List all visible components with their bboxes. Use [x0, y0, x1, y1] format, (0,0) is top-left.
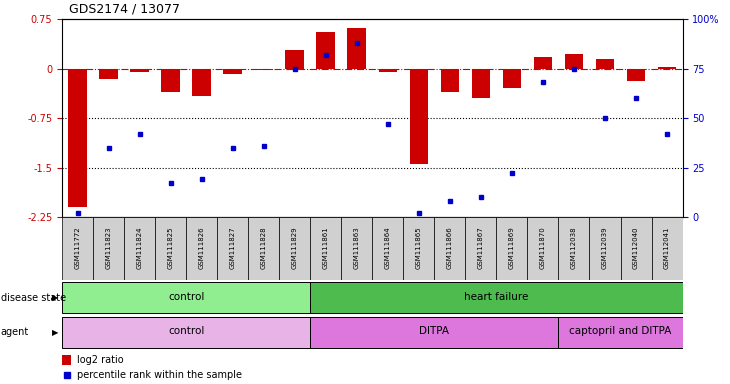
Text: GSM112041: GSM112041	[664, 227, 670, 269]
Bar	[93, 217, 124, 280]
Bar	[379, 69, 397, 72]
Bar	[317, 32, 335, 69]
Bar	[186, 217, 218, 280]
Text: GSM111863: GSM111863	[354, 227, 360, 269]
Text: GSM111829: GSM111829	[292, 227, 298, 269]
Bar	[372, 217, 404, 280]
Text: DITPA: DITPA	[419, 326, 450, 336]
Text: GSM111861: GSM111861	[323, 227, 329, 269]
Text: ▶: ▶	[52, 293, 58, 302]
Text: GSM111826: GSM111826	[199, 227, 204, 269]
Text: GSM111867: GSM111867	[478, 227, 484, 269]
Text: GSM111825: GSM111825	[168, 227, 174, 269]
Text: GSM112038: GSM112038	[571, 227, 577, 269]
Bar	[193, 69, 211, 96]
Bar	[248, 217, 279, 280]
Text: agent: agent	[1, 327, 29, 337]
Bar	[620, 217, 652, 280]
Bar	[534, 57, 553, 69]
Bar	[652, 217, 683, 280]
Bar	[496, 217, 528, 280]
Bar	[404, 217, 434, 280]
Bar	[310, 316, 558, 348]
Text: GSM111824: GSM111824	[137, 227, 142, 269]
Bar	[62, 282, 310, 313]
Bar	[434, 217, 466, 280]
Bar	[626, 69, 645, 81]
Text: GSM111827: GSM111827	[230, 227, 236, 269]
Bar	[342, 217, 372, 280]
Bar	[124, 217, 155, 280]
Text: log2 ratio: log2 ratio	[77, 355, 123, 365]
Bar	[410, 69, 428, 164]
Bar	[347, 28, 366, 69]
Bar	[558, 217, 590, 280]
Text: GSM111866: GSM111866	[447, 227, 453, 269]
Bar	[528, 217, 558, 280]
Bar	[131, 69, 149, 72]
Text: GSM111865: GSM111865	[416, 227, 422, 269]
Bar	[590, 217, 620, 280]
Text: GSM111864: GSM111864	[385, 227, 391, 269]
Bar	[62, 316, 310, 348]
Bar	[69, 69, 87, 207]
Text: GSM111823: GSM111823	[106, 227, 112, 269]
Bar	[472, 69, 491, 98]
Text: ▶: ▶	[52, 328, 58, 337]
Text: GSM111870: GSM111870	[540, 227, 546, 269]
Text: GSM111828: GSM111828	[261, 227, 266, 269]
Bar	[310, 282, 683, 313]
Bar	[155, 217, 186, 280]
Bar	[658, 67, 677, 69]
Bar	[310, 217, 342, 280]
Text: GSM112039: GSM112039	[602, 227, 608, 269]
Bar	[596, 59, 615, 69]
Text: GSM112040: GSM112040	[633, 227, 639, 269]
Text: heart failure: heart failure	[464, 292, 529, 302]
Bar	[466, 217, 496, 280]
Bar	[161, 69, 180, 92]
Text: disease state: disease state	[1, 293, 66, 303]
Text: control: control	[168, 292, 204, 302]
Bar	[565, 54, 583, 69]
Bar	[62, 355, 72, 365]
Text: captopril and DITPA: captopril and DITPA	[569, 326, 672, 336]
Bar	[62, 217, 93, 280]
Bar	[441, 69, 459, 92]
Bar	[255, 69, 273, 70]
Bar	[223, 69, 242, 74]
Text: control: control	[168, 326, 204, 336]
Bar	[218, 217, 248, 280]
Bar	[279, 217, 310, 280]
Bar	[99, 69, 118, 79]
Bar	[285, 50, 304, 69]
Bar	[558, 316, 683, 348]
Bar	[503, 69, 521, 88]
Text: percentile rank within the sample: percentile rank within the sample	[77, 370, 242, 381]
Text: GSM111869: GSM111869	[509, 227, 515, 269]
Text: GDS2174 / 13077: GDS2174 / 13077	[69, 2, 180, 15]
Text: GSM111772: GSM111772	[74, 227, 80, 269]
